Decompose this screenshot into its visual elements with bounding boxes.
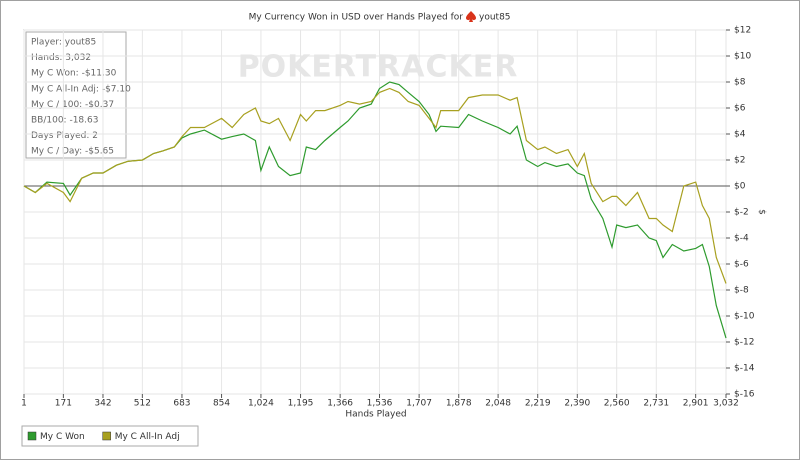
y-tick-label: $2 [734, 156, 745, 166]
x-tick-label: 2,390 [564, 399, 590, 409]
x-tick-label: 1,707 [406, 399, 432, 409]
y-tick-label: $12 [734, 26, 751, 36]
series-line [23, 87, 727, 284]
x-tick-label: 171 [55, 399, 72, 409]
x-tick-label: 683 [173, 399, 190, 409]
y-tick-label: $-16 [734, 390, 755, 400]
x-tick-label: 342 [94, 399, 111, 409]
y-tick-label: $8 [734, 78, 746, 88]
stat-line: Hands: 3,032 [31, 53, 91, 63]
y-tick-label: $-2 [734, 208, 749, 218]
x-tick-label: 1 [21, 399, 27, 409]
legend-label: My C All-In Adj [115, 432, 180, 442]
y-tick-label: $-8 [734, 286, 749, 296]
x-tick-label: 3,032 [713, 399, 739, 409]
stat-line: My C Won: -$11.30 [31, 69, 117, 79]
grid [23, 29, 727, 395]
y-tick-label: $4 [734, 130, 746, 140]
stat-line: My C All-In Adj: -$7.10 [31, 84, 131, 94]
x-tick-label: 512 [134, 399, 151, 409]
x-tick-label: 1,024 [248, 399, 274, 409]
y-tick-label: $-12 [734, 338, 754, 348]
legend-swatch [102, 431, 111, 441]
x-tick-label: 1,878 [446, 399, 472, 409]
legend-swatch [27, 431, 37, 441]
x-tick-label: 2,731 [643, 399, 669, 409]
x-tick-label: 1,366 [327, 399, 353, 409]
watermark: POKERTRACKER [238, 50, 519, 85]
y-tick-label: $-10 [734, 312, 755, 322]
x-tick-label: 2,048 [485, 399, 511, 409]
x-tick-label: 2,560 [604, 399, 630, 409]
y-tick-label: $-6 [734, 260, 749, 270]
y-tick-label: $6 [734, 104, 746, 114]
x-tick-label: 2,219 [525, 399, 551, 409]
player-icon [466, 11, 476, 22]
y-tick-label: $-4 [734, 234, 749, 244]
y-tick-label: $-14 [734, 364, 755, 374]
stats-box [25, 31, 127, 159]
x-tick-label: 1,195 [288, 399, 314, 409]
y-axis-label: $ [757, 209, 767, 215]
x-axis-label: Hands Played [345, 410, 406, 420]
legend-label: My C Won [40, 432, 85, 442]
stat-line: My C / 100: -$0.37 [31, 100, 114, 110]
x-tick-label: 854 [213, 399, 230, 409]
y-tick-label: $0 [734, 182, 746, 192]
y-tick-label: $10 [734, 52, 751, 62]
x-tick-label: 2,901 [683, 399, 709, 409]
x-tick-label: 1,536 [367, 399, 393, 409]
player-name: yout85 [479, 13, 511, 23]
stat-line: BB/100: -18.63 [31, 116, 98, 126]
chart-title: My Currency Won in USD over Hands Played… [249, 13, 464, 23]
stat-line: My C / Day: -$5.65 [31, 147, 114, 157]
stat-line: Days Played: 2 [31, 131, 98, 141]
